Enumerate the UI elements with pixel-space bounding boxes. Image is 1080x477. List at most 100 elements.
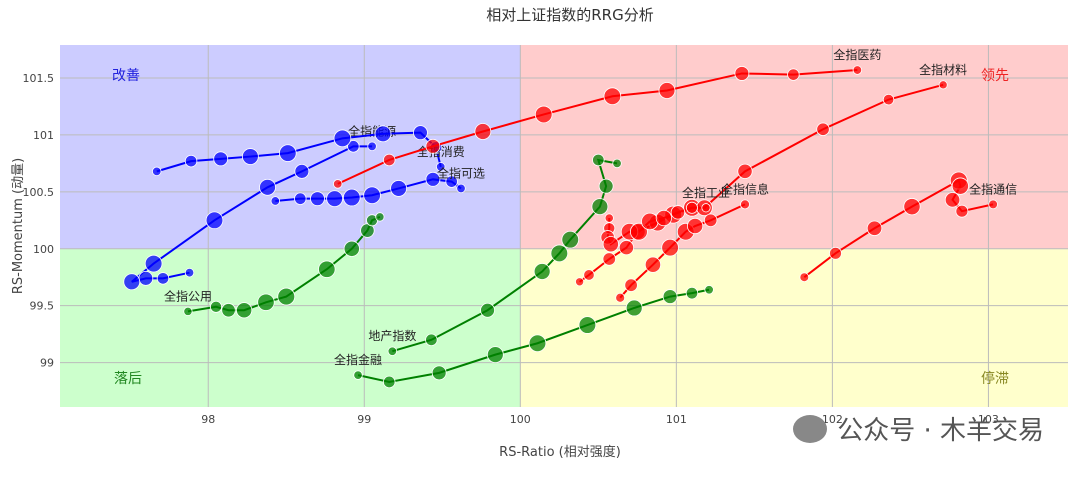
- data-point: [279, 144, 297, 162]
- data-point: [436, 162, 446, 172]
- data-point: [685, 201, 698, 214]
- series-label: 全指金融: [334, 352, 382, 367]
- data-point: [367, 141, 377, 152]
- data-point: [425, 138, 441, 154]
- data-point: [456, 183, 466, 194]
- data-point: [701, 203, 711, 213]
- series-label: 全指信息: [721, 181, 769, 196]
- series-line: [337, 69, 858, 185]
- data-point: [602, 252, 616, 266]
- data-point: [123, 273, 141, 291]
- data-point: [604, 213, 614, 223]
- quadrant-label-leading: 领先: [981, 68, 1009, 84]
- data-point: [241, 148, 259, 165]
- data-point: [618, 240, 635, 256]
- data-point: [561, 230, 580, 249]
- data-point: [603, 87, 622, 106]
- data-point: [852, 65, 863, 75]
- data-point: [480, 302, 495, 318]
- watermark-text: 公众号 · 木羊交易: [837, 416, 1044, 446]
- data-point: [236, 302, 253, 319]
- x-tick-label: 101: [666, 413, 687, 426]
- series-label: 全指消费: [417, 144, 465, 159]
- x-tick-label: 103: [978, 413, 999, 426]
- x-axis-label: RS-Ratio (相对强度): [499, 444, 621, 460]
- y-tick-label: 100.5: [23, 186, 55, 199]
- data-point: [866, 220, 883, 236]
- data-point: [602, 236, 619, 253]
- data-point: [342, 188, 361, 207]
- data-point: [474, 123, 492, 140]
- data-point: [210, 300, 223, 313]
- data-point: [550, 244, 569, 263]
- data-point: [347, 140, 360, 153]
- data-point: [670, 205, 686, 220]
- data-point: [294, 192, 307, 205]
- data-point: [445, 175, 458, 188]
- data-point: [644, 256, 662, 273]
- data-point: [152, 166, 162, 177]
- data-point: [737, 163, 753, 179]
- data-point: [413, 125, 428, 141]
- data-point: [184, 154, 198, 168]
- data-point: [583, 269, 595, 281]
- data-point: [625, 299, 643, 317]
- data-point: [270, 196, 281, 206]
- data-point: [903, 198, 921, 216]
- data-point: [612, 158, 622, 169]
- quadrant-label-improving: 改善: [112, 68, 140, 84]
- data-point: [383, 375, 396, 389]
- data-point: [533, 263, 551, 280]
- data-point: [685, 286, 699, 300]
- data-point: [655, 209, 672, 227]
- y-tick-label: 101: [33, 129, 54, 142]
- data-point: [799, 272, 810, 283]
- y-tick-label: 100: [33, 243, 54, 256]
- data-point: [387, 346, 398, 356]
- data-point: [486, 346, 504, 364]
- x-tick-label: 98: [201, 413, 215, 426]
- data-point: [598, 178, 614, 194]
- series-label: 全指通信: [969, 181, 1017, 196]
- data-point: [578, 316, 597, 334]
- data-point: [704, 285, 714, 295]
- data-point: [259, 178, 276, 196]
- data-point: [944, 192, 961, 208]
- data-point: [221, 303, 236, 318]
- quadrant-weakening: [520, 248, 1068, 407]
- data-point: [383, 153, 396, 167]
- data-point: [294, 163, 310, 179]
- x-tick-label: 99: [357, 413, 371, 426]
- data-point: [591, 198, 609, 216]
- data-point: [938, 80, 948, 90]
- series-line: [156, 131, 442, 173]
- data-point: [431, 365, 447, 381]
- data-point: [326, 190, 344, 208]
- series-line: [357, 288, 710, 383]
- series-label: 全指材料: [919, 62, 967, 77]
- x-tick-label: 102: [822, 413, 843, 426]
- data-point: [951, 177, 969, 195]
- series-label: 全指公用: [164, 288, 212, 303]
- data-point: [816, 122, 830, 136]
- data-point: [624, 278, 638, 292]
- data-point: [184, 267, 195, 278]
- y-tick-label: 101.5: [23, 72, 55, 85]
- quadrant-label-weakening: 停滞: [981, 370, 1009, 387]
- data-point: [333, 179, 343, 189]
- data-point: [374, 125, 392, 143]
- watermark: 公众号 · 木羊交易: [793, 410, 1044, 447]
- data-point: [592, 153, 605, 167]
- data-point: [882, 93, 895, 106]
- data-point: [615, 292, 626, 303]
- data-point: [734, 66, 750, 81]
- data-point: [318, 260, 336, 278]
- data-point: [703, 213, 718, 228]
- data-point: [787, 68, 800, 81]
- data-point: [629, 222, 648, 241]
- data-point: [257, 293, 275, 311]
- series-label: 全指可选: [437, 165, 485, 180]
- data-point: [277, 287, 296, 306]
- series-line: [131, 145, 373, 283]
